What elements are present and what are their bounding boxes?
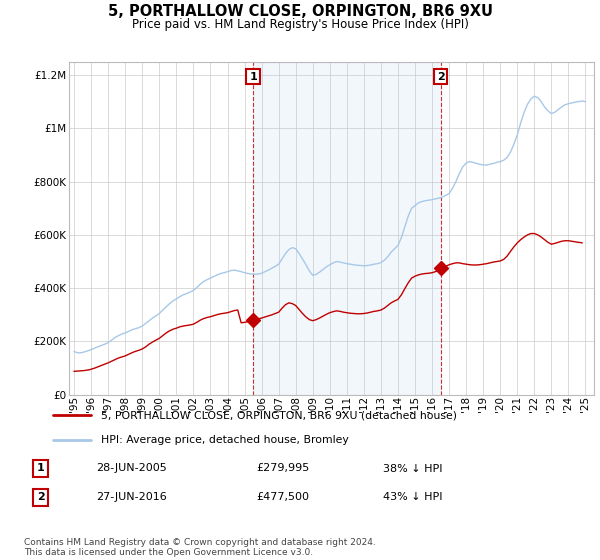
Text: Contains HM Land Registry data © Crown copyright and database right 2024.
This d: Contains HM Land Registry data © Crown c…	[24, 538, 376, 557]
Text: HPI: Average price, detached house, Bromley: HPI: Average price, detached house, Brom…	[101, 435, 349, 445]
Bar	[253, 62, 440, 395]
Text: 1: 1	[249, 72, 257, 82]
Text: £279,995: £279,995	[256, 464, 309, 474]
Text: 5, PORTHALLOW CLOSE, ORPINGTON, BR6 9XU: 5, PORTHALLOW CLOSE, ORPINGTON, BR6 9XU	[107, 4, 493, 19]
Text: 38% ↓ HPI: 38% ↓ HPI	[383, 464, 442, 474]
Text: 2: 2	[37, 492, 44, 502]
Text: 2: 2	[437, 72, 445, 82]
Text: 5, PORTHALLOW CLOSE, ORPINGTON, BR6 9XU (detached house): 5, PORTHALLOW CLOSE, ORPINGTON, BR6 9XU …	[101, 410, 457, 421]
Text: Price paid vs. HM Land Registry's House Price Index (HPI): Price paid vs. HM Land Registry's House …	[131, 18, 469, 31]
Text: £477,500: £477,500	[256, 492, 309, 502]
Text: 43% ↓ HPI: 43% ↓ HPI	[383, 492, 442, 502]
Text: 1: 1	[37, 464, 44, 474]
Text: 27-JUN-2016: 27-JUN-2016	[96, 492, 167, 502]
Text: 28-JUN-2005: 28-JUN-2005	[96, 464, 167, 474]
